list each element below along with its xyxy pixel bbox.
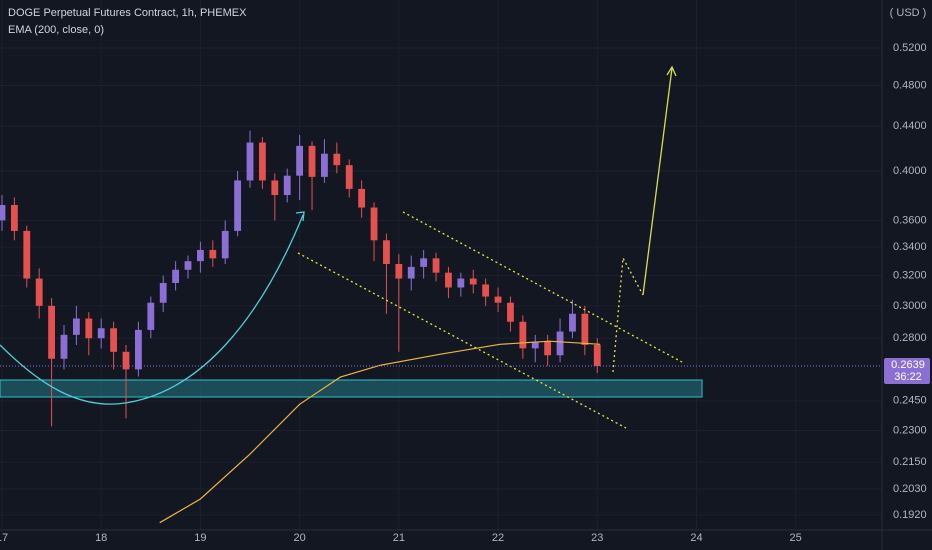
candle-body (234, 180, 242, 231)
candle-body (134, 329, 142, 370)
candle-body (494, 296, 502, 303)
ema-line (159, 340, 601, 524)
candle-body (296, 145, 304, 176)
legend-entry: EMA (200, close, 0) (8, 24, 104, 36)
candle-body (544, 341, 552, 356)
candle-body (85, 318, 93, 339)
candle-body (246, 142, 254, 181)
candle-body (507, 302, 514, 322)
candle-body (122, 351, 130, 370)
x-tick-label: 17 (0, 532, 8, 544)
candle-body (395, 264, 403, 279)
y-tick-label: 0.2300 (893, 424, 927, 436)
candle-body (519, 321, 527, 349)
x-tick-label: 18 (95, 532, 107, 544)
x-tick-label: 25 (790, 532, 802, 544)
candle-body (469, 278, 477, 285)
candle-body (593, 344, 601, 366)
candle-body (556, 331, 564, 356)
candle-body (345, 165, 353, 189)
candle-body (308, 145, 316, 177)
candle-body (569, 313, 576, 332)
candle-body (172, 269, 180, 283)
candle-body (383, 240, 390, 265)
x-tick-label: 24 (690, 532, 702, 544)
candle-body (259, 142, 266, 181)
candle-body (147, 302, 155, 330)
x-tick-label: 21 (393, 532, 405, 544)
last-price-box (884, 357, 930, 384)
plot-area (0, 130, 601, 524)
candle-body (333, 153, 341, 166)
candle-body (482, 284, 490, 297)
candle-body (271, 180, 279, 196)
y-tick-label: 0.3600 (893, 214, 927, 226)
y-tick-label: 0.2450 (893, 395, 927, 407)
curve-drawing (0, 214, 304, 405)
y-tick-label: 0.2150 (893, 456, 927, 468)
candle-body (432, 258, 440, 273)
candle-body (407, 266, 415, 279)
candle-body (420, 258, 428, 267)
candle-body (60, 334, 68, 359)
channel-bottom (297, 252, 627, 429)
candle-body (283, 175, 291, 196)
candle-body (23, 230, 31, 279)
candle-body (321, 153, 328, 177)
candle-body (196, 249, 204, 262)
candle-body (110, 328, 118, 352)
last-price-label: 0.2639 (891, 359, 925, 371)
y-tick-label: 0.4800 (893, 79, 927, 91)
x-tick-label: 20 (293, 532, 305, 544)
candle-body (221, 230, 229, 259)
candle-body (10, 204, 18, 231)
candle-body (370, 207, 378, 241)
projection-arrowhead (666, 65, 677, 77)
candle-body (581, 313, 589, 345)
y-tick-label: 0.4000 (893, 165, 927, 177)
y-tick-label: 0.3400 (893, 241, 927, 253)
candle-body (72, 318, 80, 335)
chart-title: DOGE Perpetual Futures Contract, 1h, PHE… (8, 7, 247, 19)
countdown: 36:22 (894, 371, 922, 383)
candle-body (209, 249, 217, 259)
y-tick-label: 0.4400 (893, 120, 927, 132)
candle-body (457, 278, 465, 288)
currency-label: ( USD ) (890, 7, 927, 19)
y-tick-label: 0.2030 (893, 483, 927, 495)
support-zone (0, 379, 703, 398)
y-tick-label: 0.2800 (893, 332, 927, 344)
candle-body (48, 305, 56, 359)
candle-body (35, 278, 43, 306)
x-tick-label: 19 (194, 532, 206, 544)
candle-body (531, 341, 539, 349)
x-tick-label: 23 (591, 532, 603, 544)
projection-arrow (642, 67, 673, 296)
axis-labels: 0.5200 0.4800 0.4400 0.4000 0.3600 0.3400 0.32… (0, 42, 927, 544)
y-tick-label: 0.1920 (893, 509, 927, 521)
grid (0, 0, 882, 530)
y-tick-label: 0.3200 (893, 270, 927, 282)
candle-body (159, 282, 167, 303)
candle-body (445, 272, 452, 288)
candle-body (358, 188, 366, 208)
candle-body (184, 261, 192, 270)
x-tick-label: 22 (492, 532, 504, 544)
candle-body (0, 204, 6, 221)
y-tick-label: 0.5200 (893, 42, 927, 54)
candle-body (97, 328, 105, 339)
y-tick-label: 0.3000 (893, 300, 927, 312)
curve-arrowhead (295, 211, 305, 222)
